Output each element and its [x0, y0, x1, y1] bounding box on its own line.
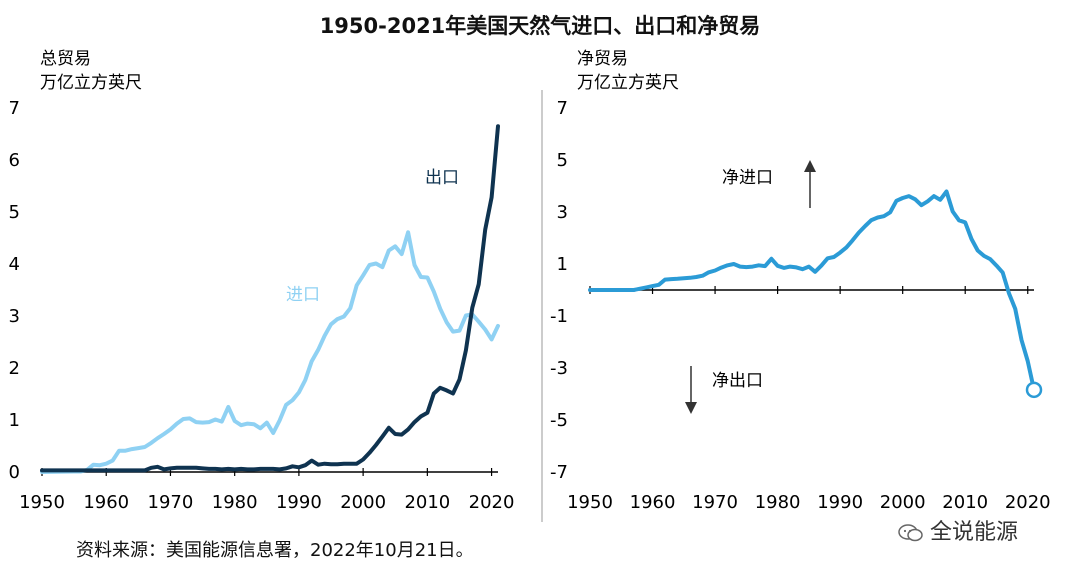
x-tick-label: 1980	[212, 492, 258, 513]
y-tick-label: -3	[550, 358, 568, 379]
y-tick-label: 3	[9, 306, 20, 327]
right-panel-unit: 万亿立方英尺	[577, 73, 679, 93]
watermark: 全说能源	[898, 514, 1018, 546]
y-tick-label: 1	[557, 254, 568, 275]
y-tick-label: 7	[557, 98, 568, 119]
wechat-icon	[898, 524, 923, 542]
y-tick-label: 3	[557, 202, 568, 223]
watermark-text: 全说能源	[930, 520, 1019, 545]
left-panel-label: 总贸易	[40, 49, 91, 69]
x-tick-label: 2000	[340, 492, 386, 513]
x-tick-label: 1960	[83, 492, 129, 513]
x-tick-label: 1950	[19, 492, 65, 513]
y-tick-label: 1	[9, 410, 20, 431]
y-tick-label: 5	[557, 150, 568, 171]
x-tick-label: 2010	[404, 492, 450, 513]
source-note: 资料来源：美国能源信息署，2022年10月21日。	[76, 540, 474, 561]
x-tick-label: 1970	[148, 492, 194, 513]
net-export-annotation: 净出口	[712, 371, 763, 391]
export-annotation: 出口	[425, 168, 459, 188]
net-trade-panel: 净贸易 万亿立方英尺 7 5 3 1 -1 -3 -5 -7 1950 1960 1970 1980…	[550, 49, 1051, 513]
y-tick-label: 7	[9, 98, 20, 119]
y-tick-label: 2	[9, 358, 20, 379]
series-line	[40, 230, 500, 474]
right-panel-label: 净贸易	[577, 49, 628, 69]
x-tick-label: 2020	[469, 492, 515, 513]
net-import-annotation: 净进口	[722, 168, 773, 188]
import-annotation: 进口	[286, 285, 320, 305]
x-tick-label: 1990	[817, 492, 863, 513]
x-tick-label: 1950	[567, 492, 613, 513]
series-line	[40, 124, 500, 473]
up-arrow-icon	[804, 160, 816, 208]
series-line	[588, 189, 1036, 392]
y-tick-label: -5	[550, 410, 568, 431]
y-tick-label: 0	[9, 462, 20, 483]
x-tick-label: 1990	[276, 492, 322, 513]
chart-title: 1950-2021年美国天然气进口、出口和净贸易	[319, 14, 761, 38]
total-trade-panel: 总贸易 万亿立方英尺 0 1 2 3 4 5 6 7 1950 1960 1970 1980 1990…	[9, 49, 515, 513]
y-tick-label: 4	[9, 254, 20, 275]
x-tick-label: 2010	[942, 492, 988, 513]
x-tick-label: 2000	[880, 492, 926, 513]
series-end-marker	[1025, 381, 1043, 399]
left-panel-unit: 万亿立方英尺	[40, 73, 142, 93]
x-tick-label: 2020	[1005, 492, 1051, 513]
x-tick-label: 1960	[630, 492, 676, 513]
x-tick-label: 1980	[755, 492, 801, 513]
x-tick-label: 1970	[692, 492, 738, 513]
y-tick-label: -7	[550, 462, 568, 483]
y-tick-label: 5	[9, 202, 20, 223]
y-tick-label: 6	[9, 150, 20, 171]
down-arrow-icon	[685, 366, 697, 414]
y-tick-label: -1	[550, 306, 568, 327]
